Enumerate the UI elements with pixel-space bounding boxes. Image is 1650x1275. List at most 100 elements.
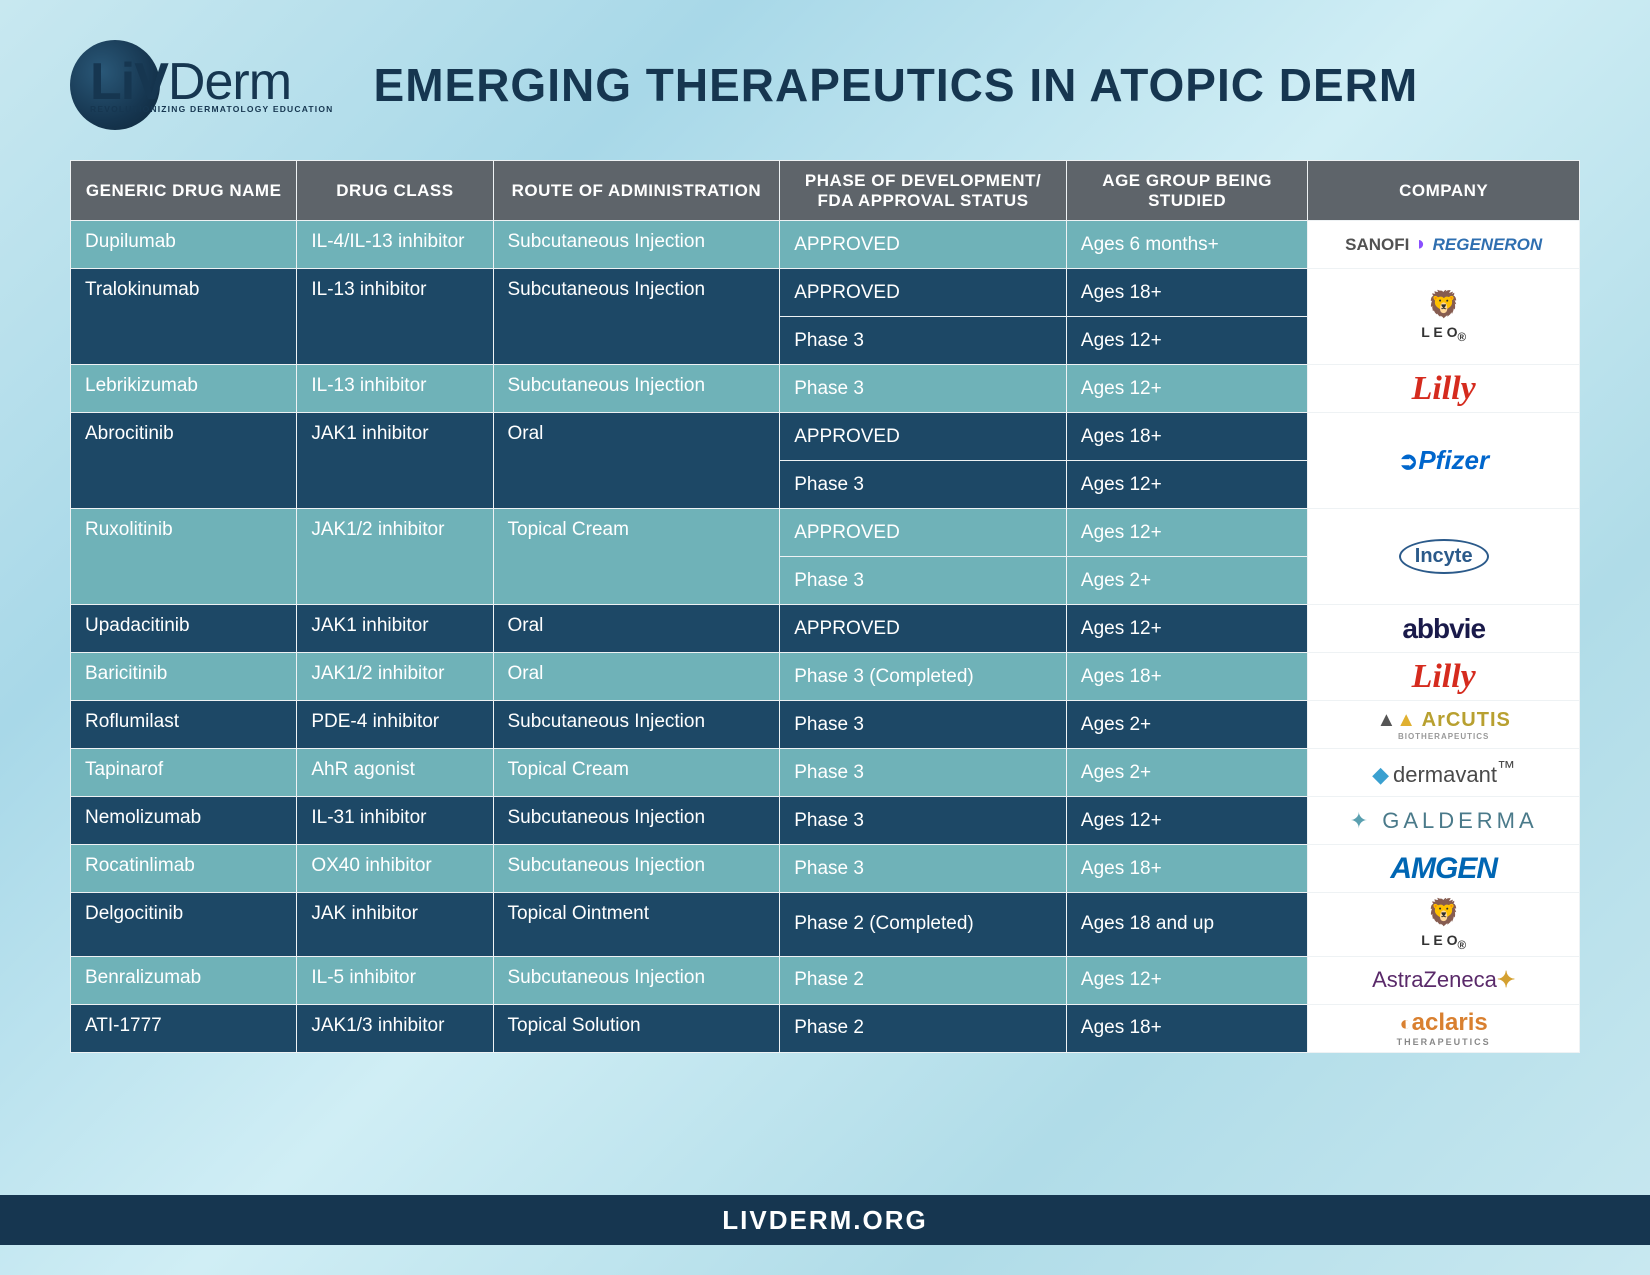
cell-route: Subcutaneous Injection xyxy=(493,956,780,1004)
cell-route: Subcutaneous Injection xyxy=(493,701,780,749)
cell-name: Benralizumab xyxy=(71,956,297,1004)
cell-route: Oral xyxy=(493,653,780,701)
cell-class: AhR agonist xyxy=(297,749,493,797)
col-header-route: ROUTE OF ADMINISTRATION xyxy=(493,161,780,221)
cell-class: PDE-4 inhibitor xyxy=(297,701,493,749)
cell-class: JAK1/2 inhibitor xyxy=(297,509,493,605)
cell-class: IL-13 inhibitor xyxy=(297,269,493,365)
logo-wordmark: LiVDerm xyxy=(90,56,334,108)
cell-phase: Phase 3 xyxy=(780,557,1067,605)
cell-company: AMGEN xyxy=(1308,845,1580,893)
cell-name: Rocatinlimab xyxy=(71,845,297,893)
cell-name: Ruxolitinib xyxy=(71,509,297,605)
cell-name: Baricitinib xyxy=(71,653,297,701)
cell-company: abbvie xyxy=(1308,605,1580,653)
cell-company: Incyte xyxy=(1308,509,1580,605)
cell-age: Ages 18+ xyxy=(1066,653,1307,701)
table-row: NemolizumabIL-31 inhibitorSubcutaneous I… xyxy=(71,797,1580,845)
cell-route: Topical Cream xyxy=(493,749,780,797)
cell-phase: APPROVED xyxy=(780,269,1067,317)
logo-mid: V xyxy=(134,53,168,111)
cell-age: Ages 18+ xyxy=(1066,1004,1307,1052)
therapeutics-table: GENERIC DRUG NAME DRUG CLASS ROUTE OF AD… xyxy=(70,160,1580,1053)
cell-company: GALDERMA xyxy=(1308,797,1580,845)
cell-route: Topical Solution xyxy=(493,1004,780,1052)
cell-name: Upadacitinib xyxy=(71,605,297,653)
cell-age: Ages 2+ xyxy=(1066,701,1307,749)
col-header-class: DRUG CLASS xyxy=(297,161,493,221)
col-header-company: COMPANY xyxy=(1308,161,1580,221)
cell-route: Topical Ointment xyxy=(493,893,780,957)
footer-text: LIVDERM.ORG xyxy=(722,1205,927,1235)
cell-class: JAK1 inhibitor xyxy=(297,413,493,509)
table-row: BaricitinibJAK1/2 inhibitorOralPhase 3 (… xyxy=(71,653,1580,701)
cell-name: Tapinarof xyxy=(71,749,297,797)
cell-company: ➲Pfizer xyxy=(1308,413,1580,509)
table-row: RocatinlimabOX40 inhibitorSubcutaneous I… xyxy=(71,845,1580,893)
table-row: DupilumabIL-4/IL-13 inhibitorSubcutaneou… xyxy=(71,221,1580,269)
cell-phase: Phase 2 xyxy=(780,956,1067,1004)
cell-route: Subcutaneous Injection xyxy=(493,365,780,413)
logo-pre: Li xyxy=(90,53,134,111)
table-row: TapinarofAhR agonistTopical CreamPhase 3… xyxy=(71,749,1580,797)
cell-age: Ages 12+ xyxy=(1066,317,1307,365)
logo-tagline: REVOLUTIONIZING DERMATOLOGY EDUCATION xyxy=(90,104,334,114)
footer-bar: LIVDERM.ORG xyxy=(0,1195,1650,1245)
cell-company: 🦁L E O® xyxy=(1308,893,1580,957)
cell-route: Subcutaneous Injection xyxy=(493,845,780,893)
cell-phase: APPROVED xyxy=(780,605,1067,653)
cell-company: Lilly xyxy=(1308,653,1580,701)
col-header-age: AGE GROUP BEING STUDIED xyxy=(1066,161,1307,221)
cell-phase: Phase 3 xyxy=(780,701,1067,749)
cell-route: Topical Cream xyxy=(493,509,780,605)
page-container: LiVDerm REVOLUTIONIZING DERMATOLOGY EDUC… xyxy=(70,40,1580,1175)
cell-company: AstraZeneca✦ xyxy=(1308,956,1580,1004)
table-row: LebrikizumabIL-13 inhibitorSubcutaneous … xyxy=(71,365,1580,413)
cell-age: Ages 12+ xyxy=(1066,509,1307,557)
table-row: ATI-1777JAK1/3 inhibitorTopical Solution… xyxy=(71,1004,1580,1052)
col-header-phase: PHASE OF DEVELOPMENT/ FDA APPROVAL STATU… xyxy=(780,161,1067,221)
cell-class: IL-13 inhibitor xyxy=(297,365,493,413)
cell-phase: Phase 2 xyxy=(780,1004,1067,1052)
cell-phase: Phase 3 xyxy=(780,749,1067,797)
cell-name: Delgocitinib xyxy=(71,893,297,957)
cell-name: Roflumilast xyxy=(71,701,297,749)
cell-class: IL-31 inhibitor xyxy=(297,797,493,845)
cell-age: Ages 18+ xyxy=(1066,413,1307,461)
cell-company: Lilly xyxy=(1308,365,1580,413)
cell-company: 🦁L E O® xyxy=(1308,269,1580,365)
cell-age: Ages 2+ xyxy=(1066,749,1307,797)
cell-age: Ages 6 months+ xyxy=(1066,221,1307,269)
table-body: DupilumabIL-4/IL-13 inhibitorSubcutaneou… xyxy=(71,221,1580,1053)
cell-company: ◐aclarisTHERAPEUTICS xyxy=(1308,1004,1580,1052)
cell-phase: Phase 3 xyxy=(780,317,1067,365)
cell-route: Subcutaneous Injection xyxy=(493,221,780,269)
table-row: TralokinumabIL-13 inhibitorSubcutaneous … xyxy=(71,269,1580,317)
cell-name: Tralokinumab xyxy=(71,269,297,365)
table-row: UpadacitinibJAK1 inhibitorOralAPPROVEDAg… xyxy=(71,605,1580,653)
cell-class: IL-4/IL-13 inhibitor xyxy=(297,221,493,269)
cell-phase: Phase 3 xyxy=(780,461,1067,509)
cell-name: ATI-1777 xyxy=(71,1004,297,1052)
cell-phase: Phase 3 xyxy=(780,365,1067,413)
cell-class: IL-5 inhibitor xyxy=(297,956,493,1004)
cell-name: Lebrikizumab xyxy=(71,365,297,413)
cell-phase: APPROVED xyxy=(780,509,1067,557)
cell-class: JAK1/3 inhibitor xyxy=(297,1004,493,1052)
cell-age: Ages 18+ xyxy=(1066,845,1307,893)
logo-text: LiVDerm REVOLUTIONIZING DERMATOLOGY EDUC… xyxy=(90,56,334,114)
cell-phase: Phase 2 (Completed) xyxy=(780,893,1067,957)
table-row: RoflumilastPDE-4 inhibitorSubcutaneous I… xyxy=(71,701,1580,749)
cell-company: dermavant™ xyxy=(1308,749,1580,797)
cell-route: Subcutaneous Injection xyxy=(493,269,780,365)
cell-age: Ages 18+ xyxy=(1066,269,1307,317)
logo-post: Derm xyxy=(168,53,291,111)
col-header-name: GENERIC DRUG NAME xyxy=(71,161,297,221)
cell-phase: Phase 3 xyxy=(780,797,1067,845)
cell-age: Ages 12+ xyxy=(1066,956,1307,1004)
table-row: AbrocitinibJAK1 inhibitorOralAPPROVEDAge… xyxy=(71,413,1580,461)
cell-route: Subcutaneous Injection xyxy=(493,797,780,845)
cell-phase: Phase 3 (Completed) xyxy=(780,653,1067,701)
cell-class: JAK inhibitor xyxy=(297,893,493,957)
cell-class: OX40 inhibitor xyxy=(297,845,493,893)
